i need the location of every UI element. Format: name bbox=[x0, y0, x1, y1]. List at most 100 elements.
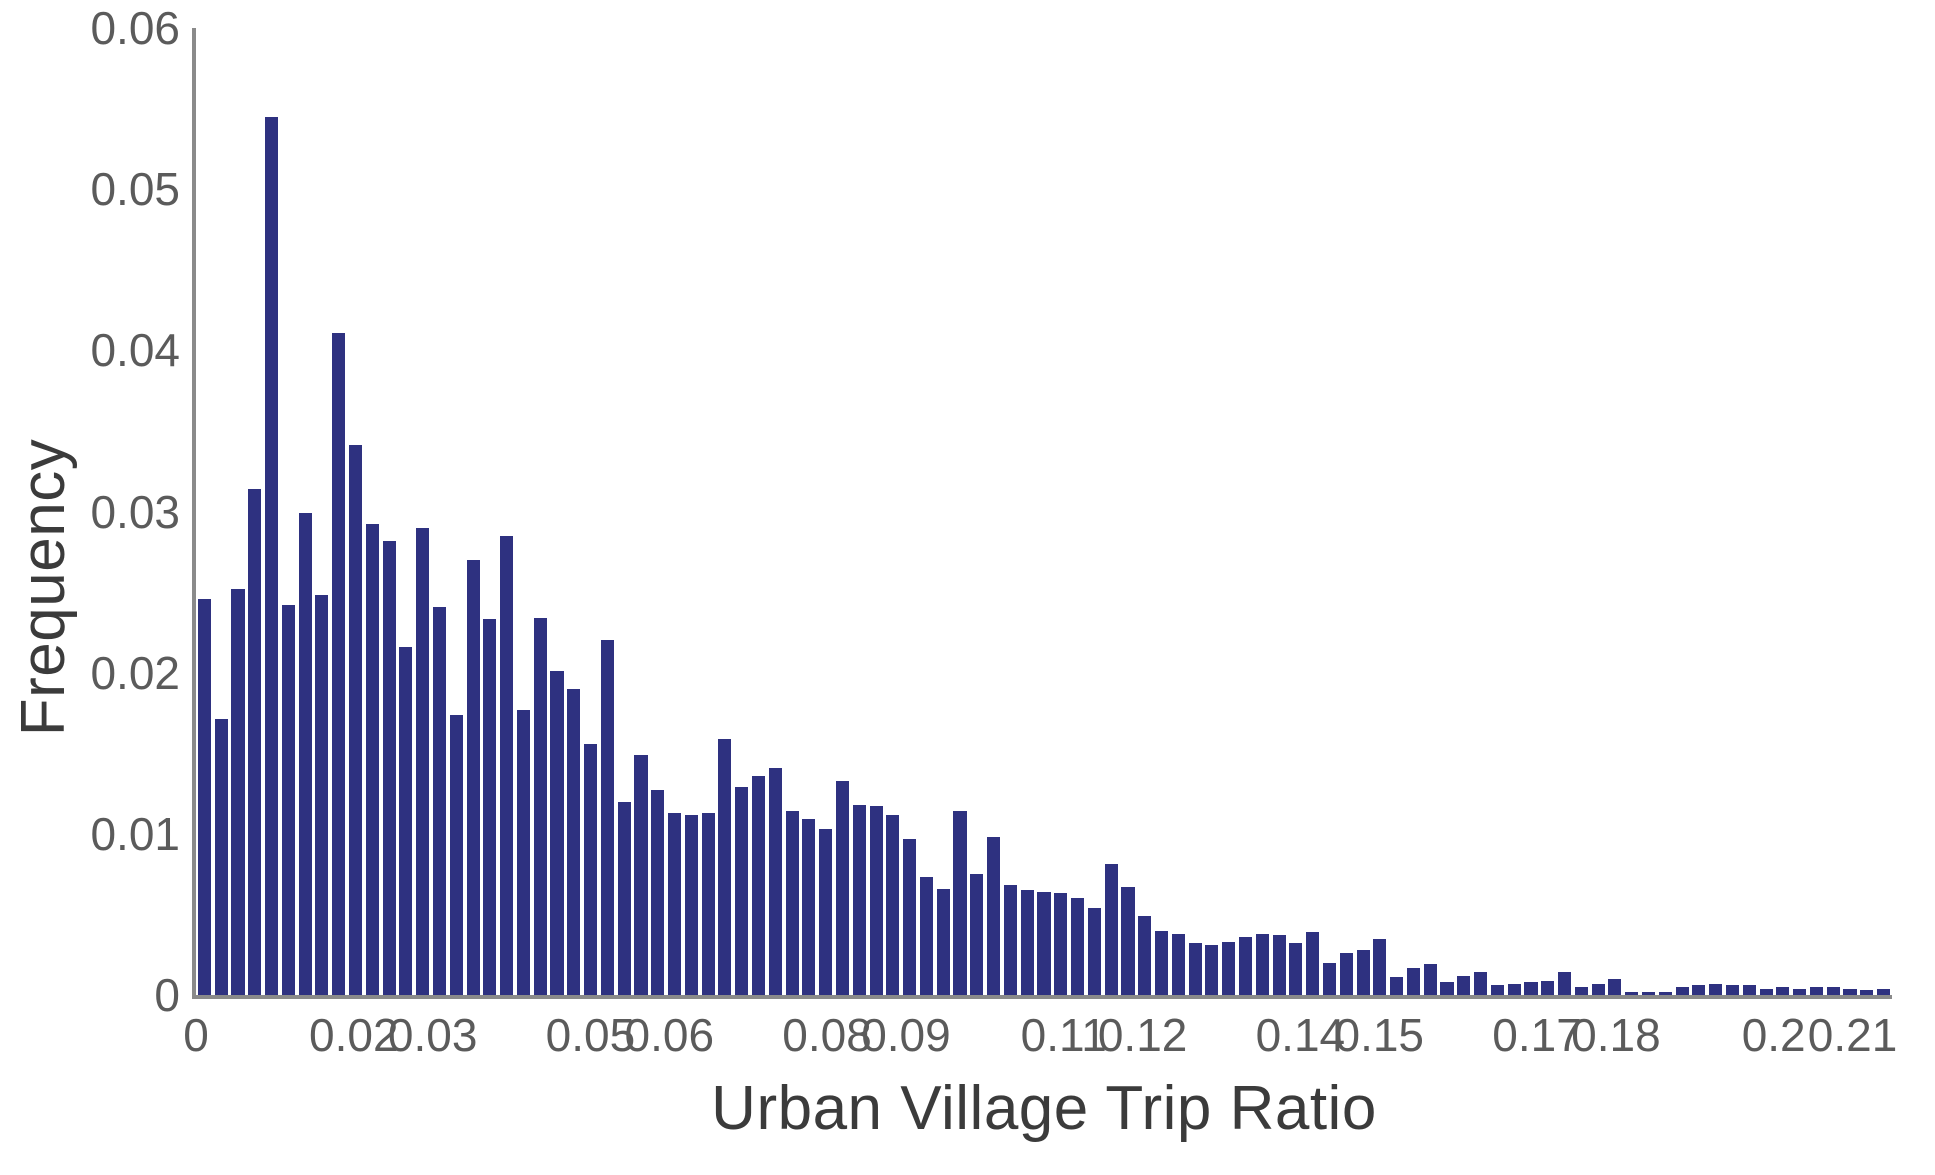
histogram-bar bbox=[533, 617, 547, 995]
histogram-bar bbox=[1205, 945, 1219, 995]
histogram-bar bbox=[869, 806, 883, 995]
histogram-bar bbox=[1608, 978, 1622, 995]
x-tick-label: 0.06 bbox=[624, 1009, 715, 1061]
y-axis-line bbox=[192, 28, 196, 995]
histogram-bar bbox=[1373, 938, 1387, 995]
histogram-bar bbox=[567, 688, 581, 995]
histogram-bar bbox=[701, 812, 715, 995]
histogram-bar bbox=[1725, 985, 1740, 995]
histogram-bar bbox=[416, 527, 430, 995]
histogram-bar bbox=[516, 709, 530, 995]
histogram-bar bbox=[668, 812, 682, 995]
x-tick-label: 0.14 bbox=[1255, 1009, 1346, 1061]
histogram-bar bbox=[1474, 972, 1488, 995]
histogram-bar bbox=[852, 804, 866, 995]
histogram-bar bbox=[365, 524, 379, 995]
histogram-bar bbox=[1423, 964, 1437, 995]
histogram-bar bbox=[1289, 943, 1303, 995]
histogram-bar bbox=[617, 801, 631, 995]
y-tick-label: 0.01 bbox=[90, 807, 180, 860]
histogram-bar bbox=[265, 116, 279, 995]
x-tick-label: 0.21 bbox=[1807, 1009, 1898, 1061]
histogram-bar bbox=[1490, 985, 1504, 995]
histogram-bar bbox=[735, 787, 749, 995]
histogram-bar bbox=[1138, 916, 1152, 995]
histogram-bar bbox=[970, 874, 984, 995]
histogram-bar bbox=[1322, 962, 1336, 995]
y-tick-label: 0 bbox=[154, 969, 180, 1021]
histogram-bar bbox=[1188, 943, 1202, 995]
histogram-bar bbox=[1154, 930, 1169, 995]
histogram-bar bbox=[819, 829, 833, 995]
histogram-bar bbox=[348, 445, 363, 995]
x-tick-label: 0.17 bbox=[1492, 1009, 1582, 1061]
histogram-bar bbox=[1692, 985, 1706, 995]
histogram-bar bbox=[1020, 890, 1034, 995]
y-tick-label: 0.05 bbox=[90, 163, 180, 216]
histogram-bar bbox=[1339, 953, 1353, 995]
histogram-bar bbox=[1406, 967, 1420, 995]
histogram-bar bbox=[1776, 986, 1790, 995]
x-tick-label: 0.12 bbox=[1097, 1009, 1188, 1061]
histogram-bar bbox=[1037, 891, 1051, 995]
histogram-bar bbox=[1222, 941, 1236, 995]
histogram-bar bbox=[298, 513, 312, 995]
histogram-bar bbox=[1558, 972, 1572, 995]
histogram-bar bbox=[231, 588, 245, 995]
x-axis-line bbox=[192, 995, 1892, 999]
histogram-bar bbox=[718, 738, 732, 995]
x-axis-title: Urban Village Trip Ratio bbox=[711, 1074, 1377, 1143]
histogram-bar bbox=[684, 814, 698, 995]
y-tick-label: 0.03 bbox=[90, 485, 180, 538]
x-tick-label: 0.02 bbox=[309, 1009, 399, 1061]
histogram-bar bbox=[919, 877, 933, 995]
histogram-bar bbox=[1675, 986, 1689, 995]
histogram-bar bbox=[1541, 980, 1555, 995]
histogram-bar bbox=[600, 640, 614, 995]
plot-area bbox=[196, 28, 1892, 995]
histogram-bar bbox=[987, 837, 1001, 995]
histogram-bar bbox=[953, 811, 967, 995]
histogram-bar bbox=[651, 790, 665, 995]
histogram-bar bbox=[1356, 949, 1370, 995]
x-tick-label: 0.18 bbox=[1571, 1009, 1661, 1061]
histogram-bar bbox=[1087, 907, 1101, 995]
histogram-bar bbox=[1658, 991, 1672, 995]
histogram-bar bbox=[1793, 988, 1807, 995]
histogram-bar bbox=[634, 754, 648, 995]
histogram-bar bbox=[1742, 985, 1756, 995]
histogram-bar bbox=[1306, 932, 1320, 995]
histogram-bar bbox=[550, 671, 564, 995]
y-tick-label: 0.04 bbox=[90, 324, 180, 377]
histogram-bar bbox=[1054, 893, 1068, 995]
histogram-bar bbox=[1709, 983, 1723, 995]
histogram-bar bbox=[1759, 988, 1773, 995]
x-tick-label: 0.15 bbox=[1334, 1009, 1425, 1061]
histogram-bar bbox=[432, 606, 447, 995]
histogram-bar bbox=[1625, 991, 1639, 995]
histogram-bar bbox=[1255, 933, 1269, 995]
x-tick-label: 0.09 bbox=[861, 1009, 951, 1061]
histogram-bar bbox=[1641, 991, 1656, 995]
histogram-bar bbox=[1104, 864, 1118, 995]
histogram-bar bbox=[1877, 988, 1891, 995]
histogram-bar bbox=[1524, 982, 1538, 995]
histogram-bar bbox=[399, 646, 413, 995]
histogram-bar bbox=[1457, 975, 1471, 995]
histogram-bar bbox=[315, 595, 329, 995]
histogram-bar bbox=[768, 767, 782, 995]
histogram-bar bbox=[886, 814, 900, 995]
histogram-bar bbox=[1071, 898, 1085, 995]
y-axis-tick-labels: 0 0.01 0.02 0.03 0.04 0.05 0.06 bbox=[20, 0, 180, 1175]
histogram-bar bbox=[1390, 977, 1404, 995]
histogram-bar bbox=[332, 332, 346, 995]
histogram-bar bbox=[1171, 933, 1185, 995]
histogram-bar bbox=[936, 888, 950, 995]
x-tick-label: 0.11 bbox=[1020, 1009, 1107, 1061]
histogram-bar bbox=[584, 743, 598, 995]
histogram-bar bbox=[466, 559, 480, 995]
x-tick-label: 0 bbox=[183, 1009, 209, 1061]
y-tick-label: 0.06 bbox=[90, 2, 180, 54]
histogram-bar bbox=[1591, 983, 1605, 995]
histogram-bar bbox=[1826, 986, 1840, 995]
